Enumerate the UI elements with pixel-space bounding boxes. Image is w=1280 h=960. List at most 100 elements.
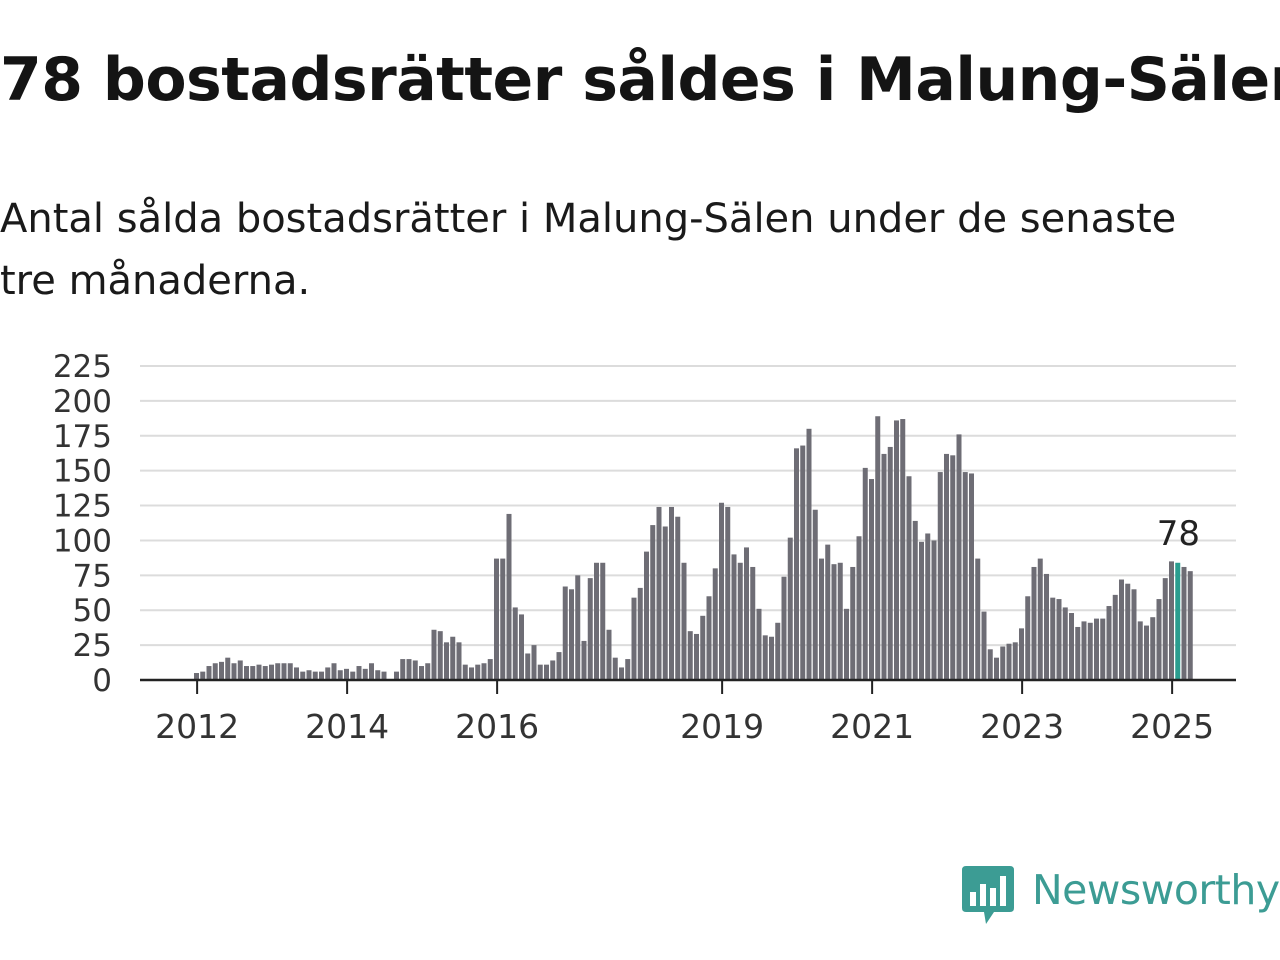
bar bbox=[1037, 558, 1043, 680]
bar bbox=[806, 428, 812, 680]
bar bbox=[844, 608, 849, 680]
bar bbox=[994, 657, 999, 680]
bar bbox=[212, 663, 218, 680]
bar bbox=[706, 596, 712, 680]
bar bbox=[619, 667, 624, 680]
x-tick-label: 2014 bbox=[305, 707, 389, 746]
bar bbox=[869, 479, 874, 680]
bar bbox=[625, 659, 631, 680]
y-tick-label: 50 bbox=[73, 593, 112, 629]
bar bbox=[944, 453, 949, 680]
highlighted-bar bbox=[1175, 562, 1181, 680]
bar bbox=[412, 660, 418, 680]
bar bbox=[544, 664, 549, 680]
x-tick-label: 2016 bbox=[455, 707, 539, 746]
bar bbox=[694, 633, 699, 680]
x-tick-label: 2019 bbox=[680, 707, 764, 746]
bar bbox=[500, 558, 506, 680]
bar bbox=[600, 562, 606, 680]
bar bbox=[1156, 599, 1162, 680]
bar bbox=[262, 666, 268, 680]
bar bbox=[1137, 621, 1143, 680]
bar bbox=[1106, 606, 1112, 680]
y-tick-label: 100 bbox=[53, 523, 112, 559]
bar bbox=[225, 657, 231, 680]
bar bbox=[450, 636, 456, 680]
y-tick-label: 200 bbox=[53, 384, 112, 420]
bar bbox=[362, 668, 368, 680]
bar bbox=[881, 453, 887, 680]
bar bbox=[775, 622, 781, 680]
bar bbox=[656, 506, 662, 680]
bar bbox=[194, 673, 199, 680]
x-tick-label: 2025 bbox=[1130, 707, 1214, 746]
bar bbox=[750, 566, 756, 680]
bar bbox=[200, 671, 206, 680]
bar bbox=[537, 664, 543, 680]
bar bbox=[494, 558, 499, 680]
chart-bars bbox=[194, 416, 1193, 680]
bar bbox=[675, 516, 681, 680]
bar bbox=[637, 587, 643, 680]
bar bbox=[406, 659, 412, 680]
bar bbox=[725, 506, 731, 680]
bar bbox=[719, 502, 724, 680]
bar bbox=[431, 629, 437, 680]
chart-title: 78 bostadsrätter såldes i Malung-Sälen bbox=[0, 45, 1280, 115]
bar bbox=[1094, 618, 1099, 680]
bar bbox=[319, 671, 324, 680]
x-tick-label: 2021 bbox=[830, 707, 914, 746]
bar bbox=[1181, 566, 1187, 680]
y-tick-label: 25 bbox=[73, 628, 112, 664]
bar bbox=[1081, 621, 1087, 680]
bar bbox=[550, 660, 556, 680]
chart-gridlines bbox=[140, 365, 1236, 647]
bar bbox=[331, 663, 337, 680]
bar bbox=[937, 472, 943, 680]
bar bbox=[519, 614, 524, 680]
bar bbox=[425, 663, 431, 680]
bar bbox=[644, 551, 649, 680]
bar bbox=[381, 671, 387, 680]
bar bbox=[737, 562, 743, 680]
bar bbox=[306, 670, 312, 680]
bar bbox=[525, 653, 531, 680]
bar bbox=[512, 607, 518, 680]
bar bbox=[687, 631, 693, 680]
bar bbox=[594, 562, 599, 680]
y-tick-label: 0 bbox=[92, 663, 112, 699]
bar bbox=[1025, 596, 1031, 680]
bar bbox=[1119, 579, 1124, 680]
bar bbox=[587, 578, 593, 680]
bar bbox=[325, 667, 331, 680]
bar bbox=[856, 536, 862, 680]
bar bbox=[1050, 597, 1056, 680]
newsworthy-chart-bubble-icon bbox=[962, 866, 1014, 924]
bar bbox=[831, 564, 837, 680]
bar bbox=[969, 473, 974, 680]
bar bbox=[819, 558, 824, 680]
bar bbox=[894, 420, 899, 680]
bar bbox=[794, 448, 799, 680]
last-value-annotation: 78 bbox=[1157, 514, 1200, 554]
bar bbox=[344, 668, 349, 680]
bar bbox=[287, 663, 293, 680]
bar bbox=[906, 476, 912, 680]
bar bbox=[756, 608, 762, 680]
bar bbox=[294, 667, 299, 680]
bar bbox=[487, 659, 493, 680]
bar bbox=[862, 467, 868, 680]
bar bbox=[887, 446, 893, 680]
bar bbox=[337, 670, 343, 680]
bar bbox=[1019, 628, 1024, 680]
bar bbox=[394, 671, 399, 680]
bar bbox=[250, 666, 256, 680]
bar bbox=[787, 537, 793, 680]
bar bbox=[912, 520, 918, 680]
bar bbox=[606, 629, 612, 680]
y-tick-label: 225 bbox=[53, 349, 112, 385]
bar bbox=[800, 445, 806, 680]
bar bbox=[556, 652, 562, 680]
y-tick-label: 150 bbox=[53, 454, 112, 490]
bar bbox=[1000, 646, 1006, 680]
